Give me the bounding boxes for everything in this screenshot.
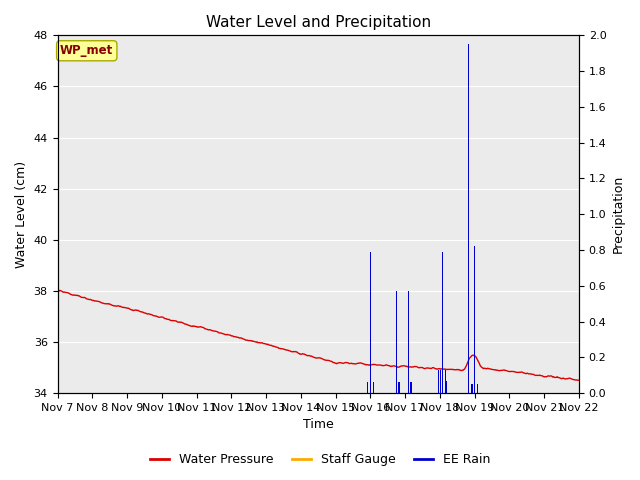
Bar bbox=[410, 383, 412, 393]
Title: Water Level and Precipitation: Water Level and Precipitation bbox=[205, 15, 431, 30]
X-axis label: Time: Time bbox=[303, 419, 333, 432]
Bar bbox=[468, 44, 469, 393]
Y-axis label: Precipitation: Precipitation bbox=[612, 175, 625, 253]
Bar bbox=[370, 252, 371, 393]
Bar bbox=[438, 370, 439, 393]
Bar bbox=[440, 370, 441, 393]
Y-axis label: Water Level (cm): Water Level (cm) bbox=[15, 161, 28, 268]
Bar bbox=[408, 291, 409, 393]
Legend: Water Pressure, Staff Gauge, EE Rain: Water Pressure, Staff Gauge, EE Rain bbox=[145, 448, 495, 471]
Bar bbox=[471, 384, 472, 393]
Bar bbox=[372, 383, 374, 393]
Text: WP_met: WP_met bbox=[60, 44, 113, 57]
Bar bbox=[367, 383, 368, 393]
Bar bbox=[477, 384, 478, 393]
Bar bbox=[446, 381, 447, 393]
Bar bbox=[398, 383, 399, 393]
Bar bbox=[396, 291, 397, 393]
Bar bbox=[474, 246, 476, 393]
Bar bbox=[442, 252, 444, 393]
